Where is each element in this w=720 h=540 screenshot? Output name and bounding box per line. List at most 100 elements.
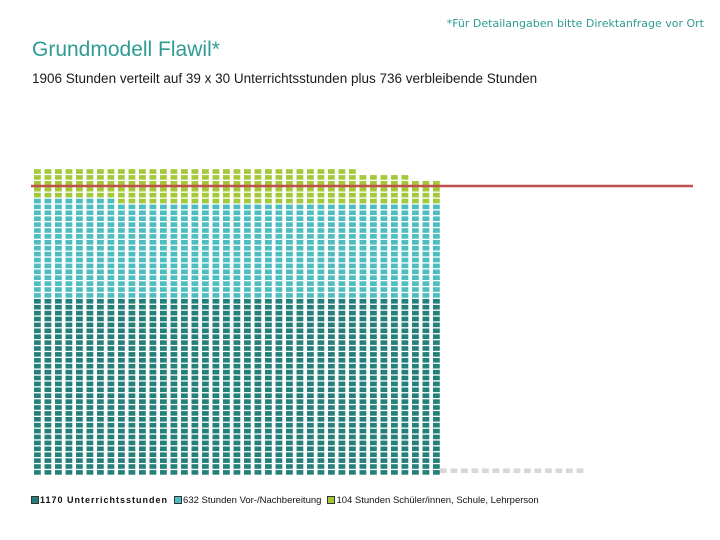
waffle-unit-preparation — [401, 263, 409, 269]
waffle-unit-lessons — [212, 375, 220, 381]
waffle-unit-preparation — [128, 204, 136, 210]
waffle-unit-lessons — [76, 334, 83, 339]
waffle-unit-lessons — [233, 299, 241, 304]
waffle-unit-preparation — [86, 251, 94, 257]
waffle-unit-lessons — [433, 381, 440, 387]
waffle-unit-preparation — [370, 216, 377, 221]
waffle-unit-lessons — [338, 299, 346, 304]
waffle-unit-preparation — [254, 293, 262, 298]
waffle-unit-lessons — [433, 346, 440, 351]
waffle-unit-lessons — [44, 422, 52, 428]
waffle-unit-lessons — [44, 405, 52, 410]
waffle-unit-preparation — [307, 228, 314, 233]
waffle-unit-preparation — [160, 287, 167, 292]
waffle-unit-preparation — [44, 204, 52, 210]
waffle-unit-school — [296, 181, 304, 186]
waffle-unit-preparation — [275, 263, 283, 269]
waffle-unit-lessons — [118, 440, 125, 446]
waffle-unit-lessons — [370, 405, 377, 410]
waffle-unit-lessons — [359, 387, 367, 393]
waffle-unit-lessons — [149, 346, 157, 351]
waffle-unit-lessons — [286, 428, 293, 434]
waffle-unit-school — [149, 175, 157, 180]
waffle-unit-lessons — [286, 411, 293, 416]
waffle-unit-lessons — [86, 346, 94, 351]
empty-unit — [576, 468, 584, 473]
waffle-unit-school — [265, 186, 272, 192]
waffle-unit-preparation — [160, 251, 167, 257]
waffle-unit-lessons — [149, 440, 157, 446]
waffle-unit-lessons — [338, 458, 346, 463]
waffle-unit-preparation — [412, 257, 419, 263]
waffle-unit-lessons — [244, 458, 251, 463]
waffle-unit-lessons — [160, 458, 167, 463]
waffle-unit-lessons — [160, 322, 167, 328]
waffle-unit-lessons — [433, 405, 440, 410]
waffle-unit-lessons — [128, 334, 136, 339]
waffle-unit-lessons — [307, 304, 314, 310]
waffle-unit-lessons — [380, 434, 388, 440]
waffle-unit-preparation — [65, 257, 73, 263]
waffle-unit-lessons — [254, 369, 262, 375]
waffle-unit-school — [254, 198, 262, 204]
waffle-unit-lessons — [181, 346, 188, 351]
waffle-unit-lessons — [76, 340, 83, 345]
waffle-unit-school — [128, 181, 136, 186]
waffle-unit-lessons — [265, 346, 272, 351]
waffle-unit-preparation — [34, 251, 41, 257]
waffle-unit-preparation — [328, 228, 335, 233]
waffle-unit-lessons — [160, 446, 167, 452]
waffle-unit-school — [317, 169, 325, 174]
waffle-unit-lessons — [55, 458, 62, 463]
waffle-unit-lessons — [317, 358, 325, 363]
waffle-unit-school — [328, 181, 335, 186]
waffle-unit-lessons — [160, 363, 167, 369]
waffle-unit-preparation — [254, 216, 262, 221]
waffle-unit-school — [401, 186, 409, 192]
waffle-unit-lessons — [296, 422, 304, 428]
waffle-unit-preparation — [128, 293, 136, 298]
waffle-unit-lessons — [65, 458, 73, 463]
waffle-unit-lessons — [149, 363, 157, 369]
waffle-unit-preparation — [412, 287, 419, 292]
waffle-unit-preparation — [380, 210, 388, 216]
waffle-unit-school — [118, 175, 125, 180]
waffle-unit-preparation — [349, 269, 356, 275]
waffle-unit-lessons — [97, 417, 104, 422]
waffle-unit-lessons — [118, 434, 125, 440]
waffle-unit-lessons — [370, 340, 377, 345]
waffle-unit-preparation — [317, 251, 325, 257]
waffle-unit-lessons — [254, 458, 262, 463]
waffle-unit-lessons — [212, 458, 220, 463]
waffle-unit-lessons — [307, 417, 314, 422]
waffle-unit-lessons — [328, 381, 335, 387]
waffle-unit-lessons — [254, 334, 262, 339]
waffle-unit-preparation — [233, 275, 241, 280]
waffle-unit-lessons — [328, 346, 335, 351]
waffle-unit-lessons — [265, 434, 272, 440]
waffle-unit-preparation — [307, 263, 314, 269]
waffle-unit-preparation — [118, 269, 125, 275]
waffle-unit-lessons — [212, 405, 220, 410]
waffle-unit-lessons — [275, 411, 283, 416]
waffle-unit-lessons — [317, 375, 325, 381]
waffle-unit-school — [433, 192, 440, 198]
waffle-unit-preparation — [44, 275, 52, 280]
empty-unit — [482, 468, 489, 473]
waffle-unit-preparation — [401, 234, 409, 239]
waffle-unit-lessons — [191, 352, 199, 357]
waffle-unit-lessons — [349, 328, 356, 334]
waffle-unit-preparation — [118, 293, 125, 298]
waffle-unit-preparation — [328, 257, 335, 263]
waffle-unit-lessons — [181, 393, 188, 398]
waffle-unit-school — [223, 198, 230, 204]
waffle-unit-preparation — [380, 281, 388, 286]
waffle-unit-preparation — [359, 240, 367, 245]
waffle-unit-lessons — [212, 352, 220, 357]
waffle-unit-lessons — [244, 340, 251, 345]
waffle-unit-lessons — [86, 387, 94, 393]
waffle-unit-lessons — [307, 369, 314, 375]
waffle-unit-preparation — [55, 245, 62, 251]
waffle-unit-lessons — [307, 299, 314, 304]
waffle-unit-lessons — [34, 358, 41, 363]
